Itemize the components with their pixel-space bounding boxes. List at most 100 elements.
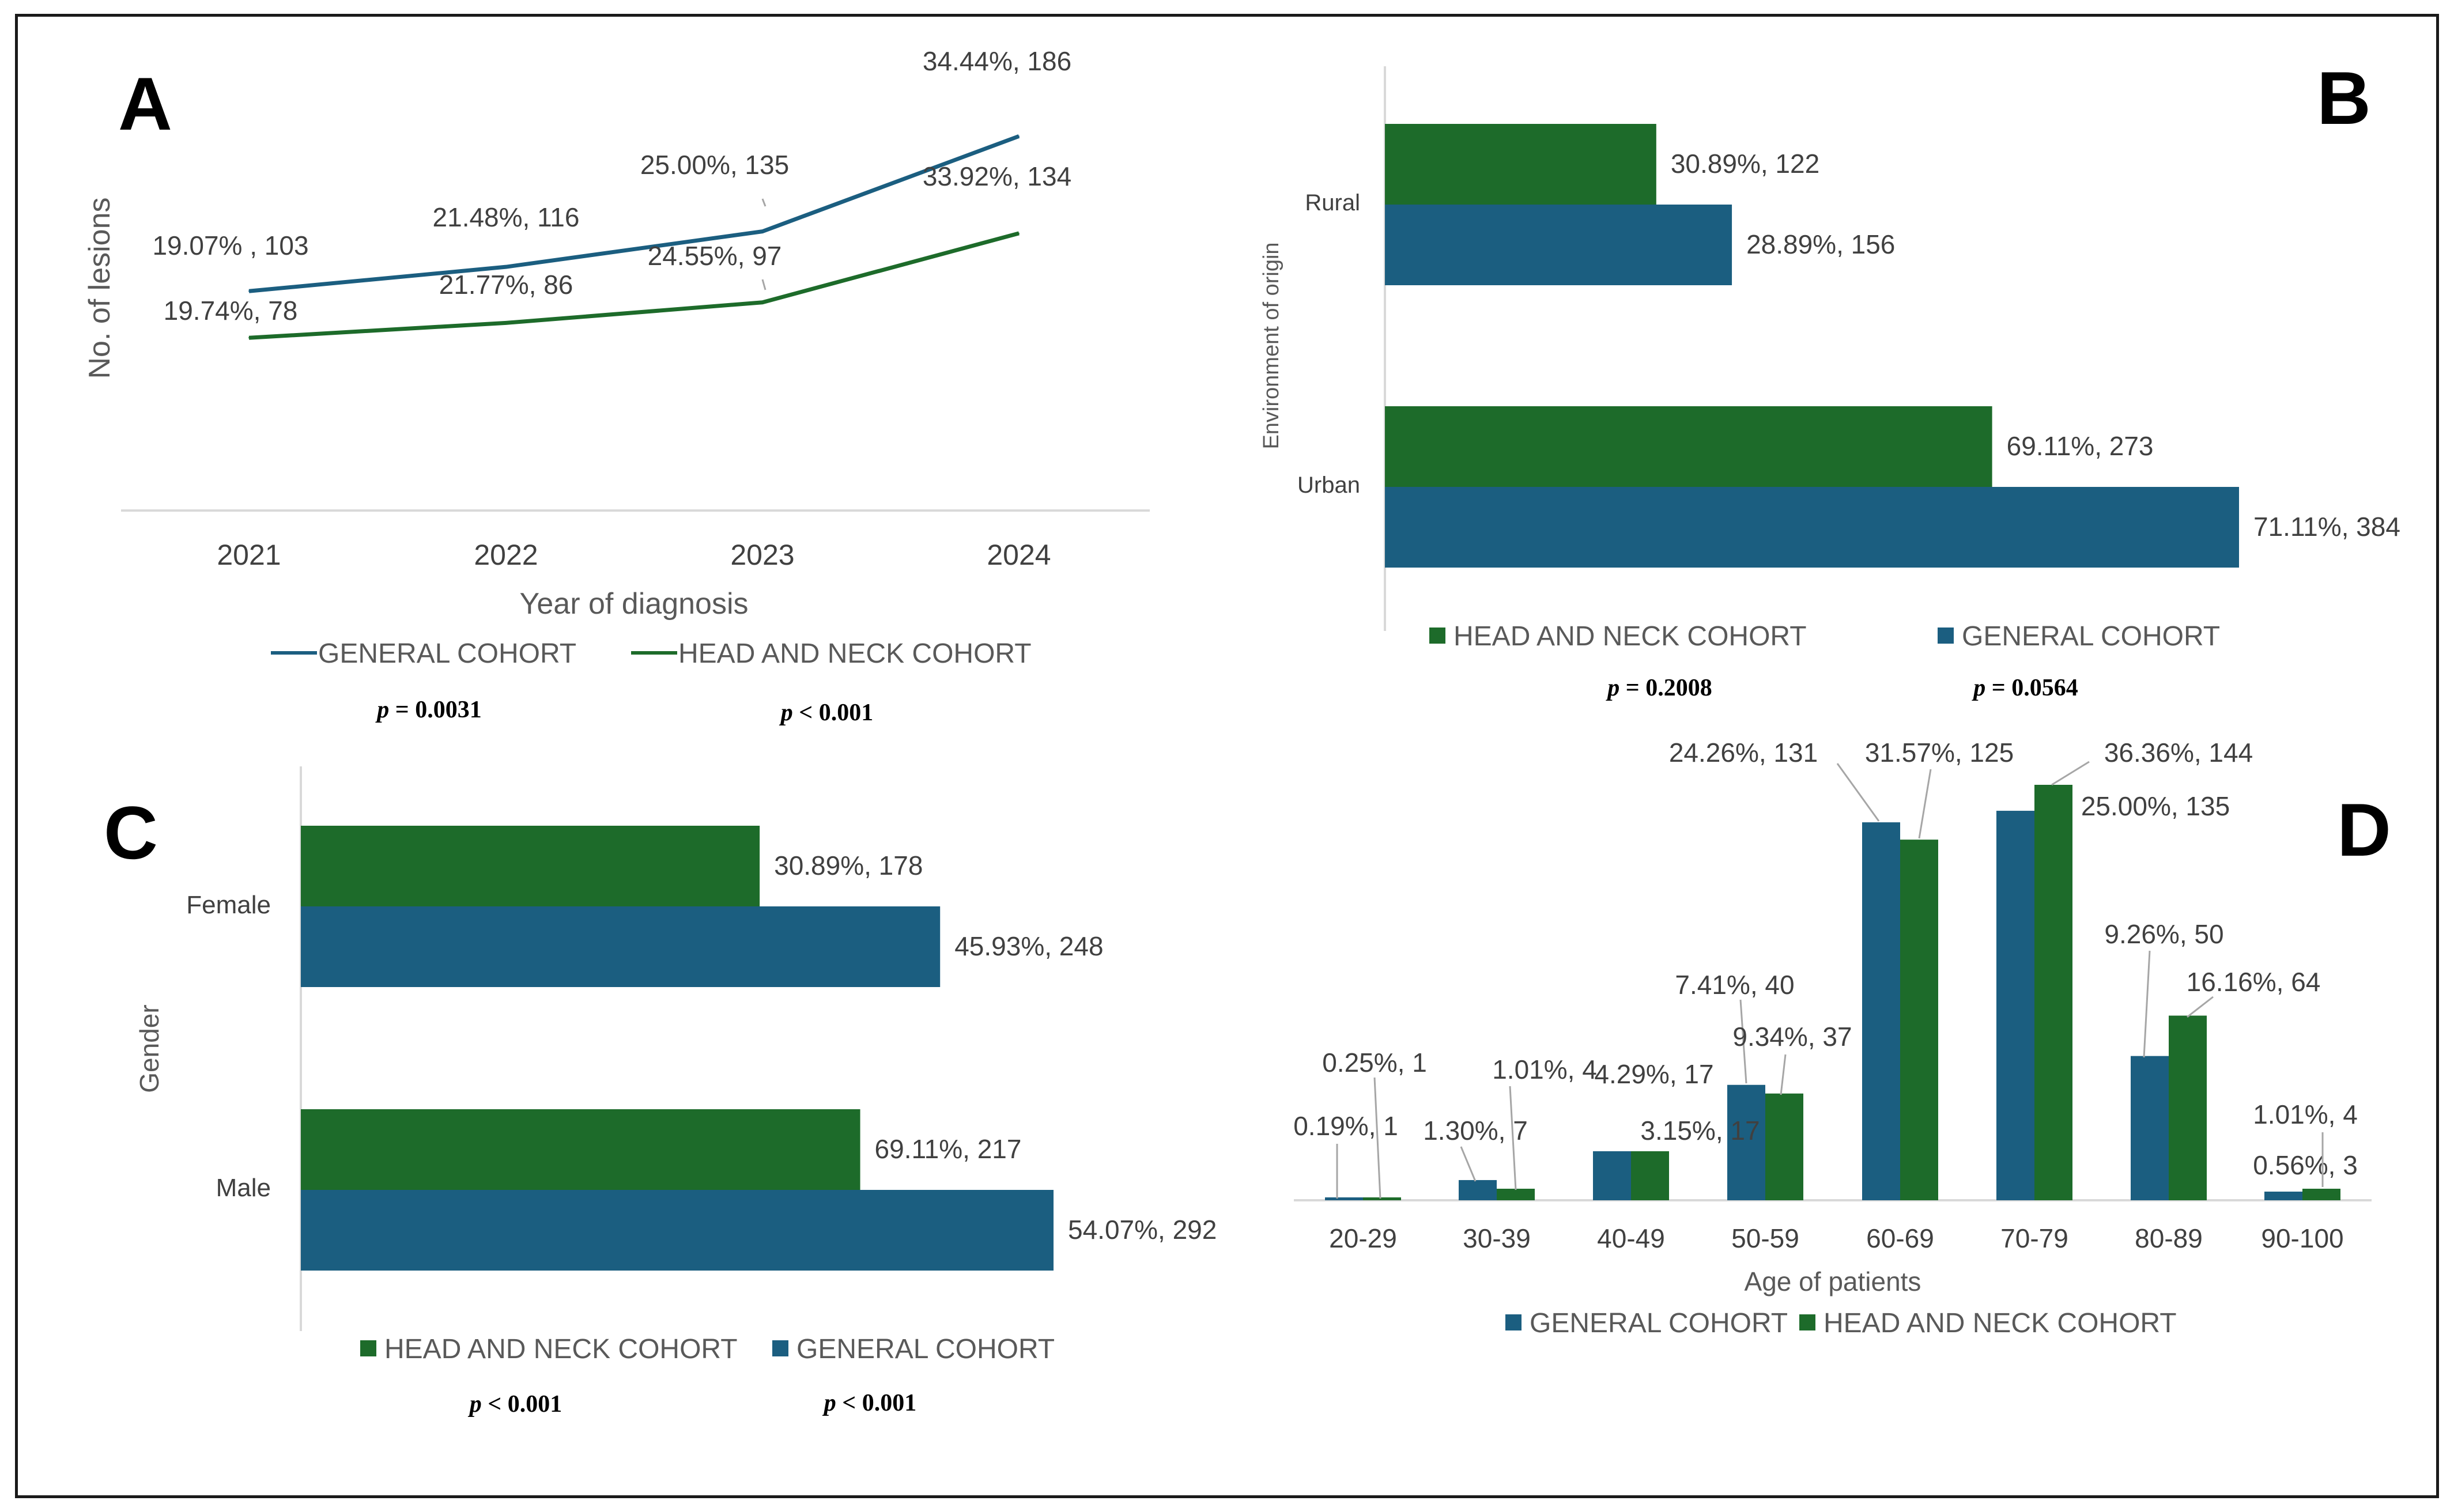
panel-d-leader-line-30-39-1 <box>1509 1086 1517 1190</box>
panel-d-data-label-30-39-0: 1.30%, 7 <box>1423 1116 1528 1146</box>
panel-a-point-1-3 <box>1018 232 1020 234</box>
panel-b-y-axis-title: Environment of origin <box>1259 242 1283 449</box>
panel-c-y-tick-male: Male <box>216 1174 271 1202</box>
panel-b-legend-general-swatch <box>1938 628 1954 644</box>
panel-b-p-value-general: p = 0.0564 <box>1972 675 2078 701</box>
panel-d-legend-general: GENERAL COHORT <box>1530 1308 1788 1339</box>
panel-b-data-label-urban-1: 71.11%, 384 <box>2253 512 2400 542</box>
panel-a-data-label-1-0: 19.74%, 78 <box>164 296 298 326</box>
panel-d-x-tick-70-79: 70-79 <box>2000 1223 2068 1253</box>
panel-d-bar-60-69-head-neck <box>1900 840 1938 1200</box>
panel-d-leader-line-60-69-1 <box>1918 769 1932 839</box>
panel-d-bar-80-89-head-neck <box>2169 1015 2207 1200</box>
panel-d-legend-general-swatch <box>1505 1314 1522 1330</box>
panel-d-leader-line-80-89-1 <box>2187 996 2214 1018</box>
panel-d-data-label-20-29-0: 0.19%, 1 <box>1293 1111 1398 1141</box>
panel-a-point-1-2 <box>762 301 763 303</box>
panel-d-leader-line-20-29-1 <box>1373 1077 1381 1199</box>
panel-d-leader-line-50-59-1 <box>1780 1054 1787 1095</box>
panel-a-leader-line-1 <box>761 198 767 207</box>
panel-b-y-tick-rural: Rural <box>1305 190 1360 216</box>
panel-d-data-label-60-69-1: 31.57%, 125 <box>1865 738 2014 768</box>
panel-c-p-value-general: p < 0.001 <box>822 1390 916 1416</box>
panel-c-bar-female-1 <box>301 906 941 987</box>
panel-d-bar-20-29-general <box>1325 1197 1363 1200</box>
panel-d-data-label-80-89-1: 16.16%, 64 <box>2187 967 2321 997</box>
panel-d-data-label-20-29-1: 0.25%, 1 <box>1322 1048 1427 1078</box>
panel-letter-a: A <box>118 62 172 146</box>
panel-c-bar-male-0 <box>301 1109 860 1190</box>
panel-d-data-label-40-49-0: 3.15%, 17 <box>1640 1116 1760 1146</box>
panel-a-x-tick-2024: 2024 <box>987 539 1051 571</box>
panel-b-bar-urban-0 <box>1385 406 1992 487</box>
panel-b-data-label-urban-0: 69.11%, 273 <box>2007 431 2154 461</box>
panel-b-p-value-head-neck: p = 0.2008 <box>1606 675 1712 701</box>
panel-a-series-general-line <box>248 134 1020 293</box>
panel-a-legend-general: GENERAL COHORT <box>318 638 576 669</box>
panel-d-x-axis-title: Age of patients <box>1745 1267 1921 1296</box>
panel-d-x-tick-30-39: 30-39 <box>1463 1223 1531 1253</box>
panel-d-data-label-70-79-1: 36.36%, 144 <box>2104 738 2253 768</box>
panel-a-point-1-0 <box>248 337 250 339</box>
panel-d-x-tick-80-89: 80-89 <box>2135 1223 2203 1253</box>
panel-b-legend-general: GENERAL COHORT <box>1962 621 2220 652</box>
panel-d-bar-50-59-head-neck <box>1765 1093 1803 1200</box>
figure-frame <box>15 14 2439 1498</box>
panel-a-data-label-1-2: 24.55%, 97 <box>648 241 782 271</box>
panel-c-y-tick-female: Female <box>186 891 271 919</box>
panel-a-p-value-head-neck: p < 0.001 <box>779 700 873 726</box>
panel-d-data-label-80-89-0: 9.26%, 50 <box>2104 919 2223 949</box>
panel-a-x-tick-2021: 2021 <box>217 539 281 571</box>
panel-c-data-label-female-0: 30.89%, 178 <box>774 850 923 880</box>
panel-d-data-label-90-100-1: 1.01%, 4 <box>2253 1099 2358 1129</box>
panel-c-bar-male-1 <box>301 1190 1054 1271</box>
panel-d-leader-line-70-79-1 <box>2051 761 2090 786</box>
panel-b-legend-head-neck-swatch <box>1429 628 1445 644</box>
panel-c-bar-female-0 <box>301 826 760 906</box>
panel-d-bar-40-49-general <box>1593 1151 1631 1200</box>
panel-a-data-label-0-2: 25.00%, 135 <box>640 150 789 180</box>
panel-d-x-tick-90-100: 90-100 <box>2261 1223 2343 1253</box>
panel-c-data-label-male-1: 54.07%, 292 <box>1068 1215 1217 1245</box>
panel-c-data-label-male-0: 69.11%, 217 <box>875 1134 1022 1164</box>
panel-a-point-0-3 <box>1018 135 1020 137</box>
panel-d-legend-head-neck-swatch <box>1799 1314 1815 1330</box>
panel-d-bar-30-39-general <box>1459 1180 1497 1200</box>
panel-b-y-tick-urban: Urban <box>1297 472 1360 498</box>
panel-a-data-label-0-3: 34.44%, 186 <box>923 46 1071 76</box>
panel-a-x-axis-title: Year of diagnosis <box>519 587 748 621</box>
panel-a-data-label-0-0: 19.07% , 103 <box>152 230 308 260</box>
panel-c-legend-head-neck: HEAD AND NECK COHORT <box>384 1334 738 1364</box>
panel-d-x-tick-50-59: 50-59 <box>1731 1223 1799 1253</box>
panel-a-y-axis-title: No. of lesions <box>83 197 116 379</box>
panel-d-bar-40-49-head-neck <box>1631 1151 1669 1200</box>
panel-b-legend-head-neck: HEAD AND NECK COHORT <box>1453 621 1807 652</box>
panel-d-bar-90-100-head-neck <box>2302 1188 2340 1200</box>
panel-b-data-label-rural-0: 30.89%, 122 <box>1671 149 1819 179</box>
panel-a-p-value-general: p = 0.0031 <box>375 697 481 723</box>
panel-d-x-tick-40-49: 40-49 <box>1597 1223 1665 1253</box>
panel-a-data-label-1-3: 33.92%, 134 <box>923 161 1071 191</box>
panel-a-point-0-2 <box>762 230 763 232</box>
panel-d-data-label-90-100-0: 0.56%, 3 <box>2253 1150 2358 1180</box>
panel-d-bar-60-69-general <box>1862 822 1900 1200</box>
panel-letter-d: D <box>2337 788 2391 872</box>
panel-c-legend-head-neck-swatch <box>360 1340 376 1356</box>
panel-d-bar-20-29-head-neck <box>1363 1197 1401 1200</box>
panel-a-point-0-0 <box>248 290 250 292</box>
panel-a-leader-line-2 <box>761 279 767 290</box>
panel-a-x-tick-2023: 2023 <box>730 539 794 571</box>
panel-d-bar-50-59-general <box>1727 1084 1765 1200</box>
panel-d-bar-70-79-head-neck <box>2034 785 2072 1200</box>
panel-d-data-label-30-39-1: 1.01%, 4 <box>1492 1054 1597 1084</box>
panel-c-y-axis-title: Gender <box>134 1004 164 1093</box>
panel-a-series-head-neck-line <box>248 231 1020 340</box>
panel-b-bar-urban-1 <box>1385 487 2239 568</box>
panel-d-x-tick-60-69: 60-69 <box>1866 1223 1934 1253</box>
panel-d-data-label-60-69-0: 24.26%, 131 <box>1669 738 1818 768</box>
panel-d-bar-70-79-general <box>1996 811 2034 1200</box>
panel-c-data-label-female-1: 45.93%, 248 <box>954 931 1103 961</box>
panel-d-x-tick-20-29: 20-29 <box>1329 1223 1397 1253</box>
panel-a-data-label-0-1: 21.48%, 116 <box>433 202 580 232</box>
panel-d-bar-80-89-general <box>2131 1056 2169 1200</box>
